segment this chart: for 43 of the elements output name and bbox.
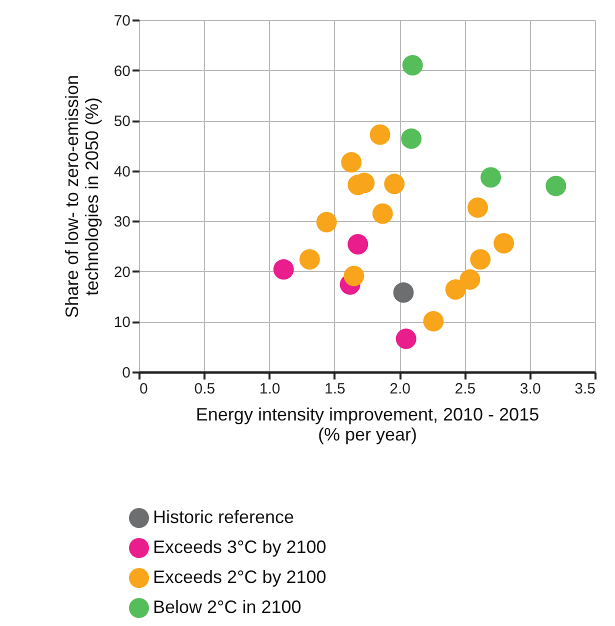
y-tick-label: 60	[114, 62, 130, 80]
legend-label: Exceeds 2°C by 2100	[153, 567, 326, 587]
point	[546, 176, 566, 196]
point	[372, 203, 393, 224]
y-tick-label: 50	[114, 113, 130, 130]
y-tick-label: 10	[114, 314, 130, 332]
point	[344, 266, 364, 286]
point	[401, 128, 422, 149]
point	[423, 310, 444, 332]
legend-label: Below 2°C in 2100	[153, 597, 302, 617]
point	[460, 269, 480, 290]
y-tick-label: 30	[114, 214, 130, 231]
point	[470, 249, 491, 270]
legend-label: Historic reference	[153, 507, 294, 527]
legend-label: Exceeds 3°C by 2100	[153, 537, 326, 557]
x-tick-label: 1.0	[259, 380, 280, 398]
x-tick-label: 0.5	[194, 380, 216, 398]
x-tick-label: 3.5	[574, 380, 596, 398]
point	[445, 279, 466, 300]
point	[467, 197, 488, 218]
x-axis-title: Energy intensity improvement, 2010 - 2015 (% per year)	[196, 404, 540, 444]
point	[299, 249, 320, 270]
y-tick-label: 0	[122, 364, 130, 382]
point	[384, 174, 405, 194]
point	[316, 212, 337, 232]
x-tick-label: 0	[140, 380, 148, 398]
x-tick-label: 3.0	[520, 380, 541, 398]
point	[402, 55, 423, 76]
x-tick-label: 2.0	[390, 380, 410, 398]
point	[341, 152, 362, 173]
point	[393, 282, 414, 303]
x-tick-label: 1.5	[324, 380, 346, 398]
point	[348, 234, 368, 254]
point	[370, 124, 390, 145]
point	[480, 167, 502, 188]
point	[396, 328, 416, 350]
x-tick-label: 2.5	[454, 380, 476, 398]
point	[273, 259, 294, 280]
point	[494, 233, 514, 254]
y-tick-label: 20	[114, 264, 130, 281]
y-axis-title: Share of low- to zero-emission technologies in 2050 (%)	[62, 74, 102, 318]
y-tick-label: 70	[114, 12, 130, 30]
y-tick-label: 40	[114, 163, 130, 180]
